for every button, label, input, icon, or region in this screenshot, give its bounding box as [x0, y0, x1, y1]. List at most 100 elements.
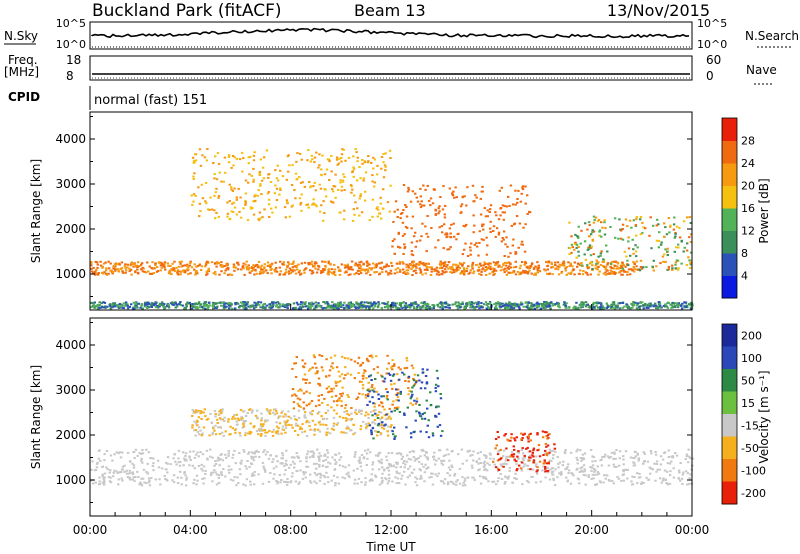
- power-cell-0-159: [606, 262, 610, 265]
- power-cell-2-191: [402, 253, 405, 255]
- power-cell-0-862: [317, 265, 321, 268]
- velocity-cell-0-352: [108, 471, 111, 474]
- power-cell-3-159: [667, 268, 670, 271]
- power-cell-0-434: [194, 273, 197, 276]
- power-cell-4-1066: [547, 302, 550, 305]
- power-cell-0-498: [109, 269, 112, 272]
- power-cell-4-463: [508, 304, 511, 307]
- velocity-cell-0-1: [183, 472, 186, 475]
- velocity-cell-1-356: [207, 417, 210, 420]
- velocity-cell-1-357: [234, 431, 237, 434]
- velocity-cell-0-246: [428, 476, 431, 479]
- velocity-cell-0-809: [680, 477, 684, 480]
- power-cell-0-830: [150, 267, 153, 269]
- power-cell-0-539: [461, 270, 464, 273]
- velocity-cell-3-85: [393, 426, 396, 429]
- power-cell-0-527: [169, 272, 172, 275]
- velocity-cell-1-301: [346, 418, 349, 421]
- power-cell-0-363: [113, 263, 117, 266]
- velocity-cell-1-288: [346, 412, 349, 415]
- power-cell-0-385: [226, 264, 229, 267]
- power-cell-1-232: [263, 156, 266, 159]
- velocity-cell-1-279: [382, 427, 386, 430]
- velocity-cell-2-26: [375, 390, 379, 393]
- power-cell-0-605: [232, 263, 236, 266]
- power-cell-0-475: [491, 271, 494, 274]
- power-cell-0-836: [176, 269, 180, 272]
- power-cell-0-376: [604, 273, 608, 276]
- power-cell-4-550: [313, 307, 316, 310]
- velocity-cell-0-57: [192, 482, 195, 485]
- power-cell-4-332: [281, 305, 284, 308]
- velocity-cell-2-134: [376, 371, 379, 374]
- power-cell-0-307: [616, 261, 620, 264]
- velocity-cell-0-500: [686, 472, 690, 475]
- velocity-cell-4-0: [529, 439, 533, 442]
- power-cell-4-1034: [506, 304, 509, 307]
- power-cell-2-42: [504, 243, 507, 246]
- velocity-cell-0-611: [152, 457, 155, 460]
- velocity-cell-0-913: [218, 464, 221, 467]
- power-cell-4-360: [193, 306, 196, 309]
- power-cell-3-67: [588, 244, 592, 247]
- velocity-cell-0-533: [284, 462, 287, 465]
- velocity-cell-1-306: [191, 426, 194, 429]
- power-cell-4-1004: [153, 303, 157, 306]
- power-cell-0-284: [183, 269, 187, 272]
- power-cell-0-130: [188, 264, 192, 267]
- power-cell-4-698: [146, 307, 149, 309]
- power-cell-4-977: [474, 301, 478, 304]
- power-cell-4-410: [259, 301, 263, 304]
- velocity-cell-2-184: [403, 367, 406, 370]
- power-cell-4-1054: [352, 305, 355, 308]
- velocity-cell-3-107: [370, 429, 373, 432]
- velocity-cell-3-103: [415, 400, 419, 403]
- velocity-cell-0-1012: [408, 451, 412, 454]
- power-cell-2-2: [519, 200, 522, 203]
- power-cell-0-165: [350, 260, 354, 263]
- power-cell-4-1044: [207, 301, 211, 304]
- velocity-cell-1-113: [224, 430, 227, 433]
- power-cell-4-397: [257, 301, 260, 303]
- power-cell-1-81: [194, 159, 198, 162]
- power-cell-4-526: [367, 302, 370, 304]
- power-cell-2-229: [440, 225, 444, 228]
- velocity-cell-0-762: [224, 453, 227, 456]
- power-cell-1-177: [382, 153, 385, 155]
- power-cell-4-1049: [527, 301, 530, 304]
- power-cell-3-174: [642, 226, 645, 229]
- power-cell-0-735: [255, 272, 259, 275]
- power-cell-4-632: [667, 301, 670, 304]
- noise-sky-trace: [91, 27, 690, 39]
- velocity-cell-0-817: [506, 477, 510, 480]
- velocity-cell-0-340: [337, 482, 341, 485]
- velocity-cell-3-80: [386, 391, 389, 394]
- velocity-cell-1-253: [282, 428, 285, 431]
- power-cell-4-115: [386, 303, 389, 305]
- velocity-cell-0-1077: [214, 471, 217, 474]
- power-cell-4-92: [646, 305, 649, 308]
- power-cell-4-994: [294, 307, 297, 310]
- power-cell-4-547: [423, 301, 426, 304]
- velocity-cell-0-142: [587, 475, 590, 478]
- power-cell-0-788: [170, 268, 173, 271]
- velocity-cell-0-109: [293, 456, 296, 459]
- velocity-cell-0-41: [572, 474, 575, 477]
- velocity-cell-0-587: [184, 484, 188, 487]
- velocity-cell-0-83: [98, 480, 101, 483]
- velocity-cell-0-239: [541, 469, 544, 472]
- velocity-cell-0-516: [403, 466, 406, 469]
- power-cell-2-40: [477, 254, 480, 257]
- velocity-cell-0-991: [632, 461, 635, 464]
- power-cell-3-183: [586, 248, 590, 251]
- power-cell-1-93: [258, 170, 262, 173]
- power-cell-4-432: [603, 306, 606, 309]
- power-cell-0-725: [140, 262, 144, 265]
- power-cell-4-1019: [167, 303, 170, 306]
- velocity-cell-1-119: [222, 434, 225, 437]
- power-cell-1-183: [301, 181, 304, 184]
- power-cell-1-48: [337, 188, 340, 191]
- velocity-cell-0-751: [264, 470, 267, 473]
- velocity-cell-0-844: [511, 481, 514, 484]
- velocity-cell-1-75: [282, 415, 285, 418]
